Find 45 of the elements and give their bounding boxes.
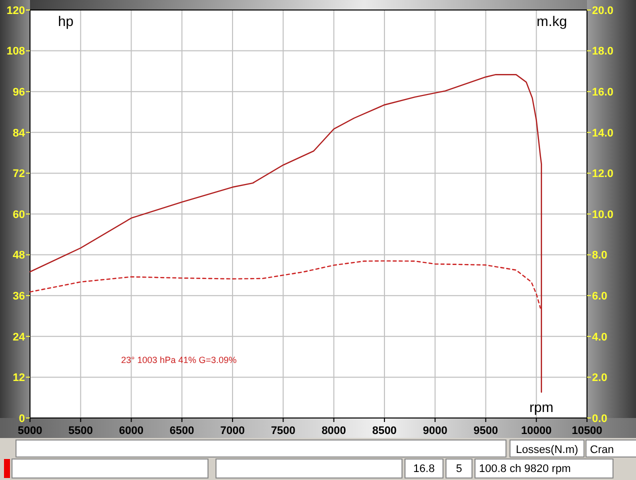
y-tick-label: 96 bbox=[12, 86, 25, 98]
x-tick-label: 7000 bbox=[220, 425, 245, 437]
y2-tick-label: 8.0 bbox=[592, 250, 608, 262]
y2-tick-label: 6.0 bbox=[592, 290, 608, 302]
y-tick-label: 60 bbox=[12, 208, 25, 221]
x-tick-label: 5500 bbox=[68, 425, 93, 437]
y2-tick-label: 4.0 bbox=[592, 331, 608, 344]
y-tick-label: 24 bbox=[12, 331, 26, 344]
y2-tick-label: 16.0 bbox=[592, 86, 614, 98]
annotation: 23° 1003 hPa 41% G=3.09% bbox=[121, 355, 237, 366]
y-tick-label: 0 bbox=[18, 412, 25, 425]
x-tick-label: 6500 bbox=[170, 425, 194, 437]
y-tick-label: 72 bbox=[12, 168, 25, 180]
y2-tick-label: 2.0 bbox=[592, 372, 608, 384]
y-tick-label: 36 bbox=[12, 290, 25, 302]
y2-tick-label: 14.0 bbox=[592, 127, 614, 140]
y2-tick-label: 18.0 bbox=[592, 46, 614, 58]
x-axis-title: rpm bbox=[529, 399, 554, 415]
text: 100.8 ch 9820 rpm bbox=[479, 463, 571, 475]
y2-tick-label: 20.0 bbox=[592, 4, 614, 17]
text: 16.8 bbox=[413, 463, 435, 475]
x-tick-label: 10000 bbox=[521, 425, 552, 437]
x-tick-label: 6000 bbox=[119, 425, 144, 437]
x-tick-label: 9500 bbox=[473, 425, 498, 437]
y-axis-title: hp bbox=[58, 13, 74, 29]
y-tick-label: 84 bbox=[12, 127, 26, 140]
y-tick-label: 48 bbox=[12, 250, 25, 262]
text: 5 bbox=[456, 463, 462, 475]
y2-tick-label: 0.0 bbox=[592, 412, 608, 425]
y2-tick-label: 10.0 bbox=[592, 208, 614, 221]
text: Cran bbox=[590, 444, 614, 456]
line-series bbox=[29, 74, 542, 393]
line-series bbox=[29, 260, 542, 309]
x-tick-label: 5000 bbox=[18, 425, 42, 437]
x-tick-label: 7500 bbox=[270, 425, 296, 437]
y-tick-label: 120 bbox=[6, 4, 25, 17]
y2-tick-label: 12.0 bbox=[592, 168, 614, 180]
text: Losses(N.m) bbox=[516, 444, 578, 456]
x-tick-label: 9000 bbox=[422, 425, 448, 437]
x-tick-label: 8500 bbox=[372, 425, 397, 437]
x-tick-label: 10500 bbox=[572, 425, 602, 437]
y2-axis-title: m.kg bbox=[536, 13, 567, 29]
y-tick-label: 12 bbox=[12, 372, 25, 384]
x-tick-label: 8000 bbox=[322, 425, 346, 437]
y-tick-label: 108 bbox=[6, 46, 25, 58]
